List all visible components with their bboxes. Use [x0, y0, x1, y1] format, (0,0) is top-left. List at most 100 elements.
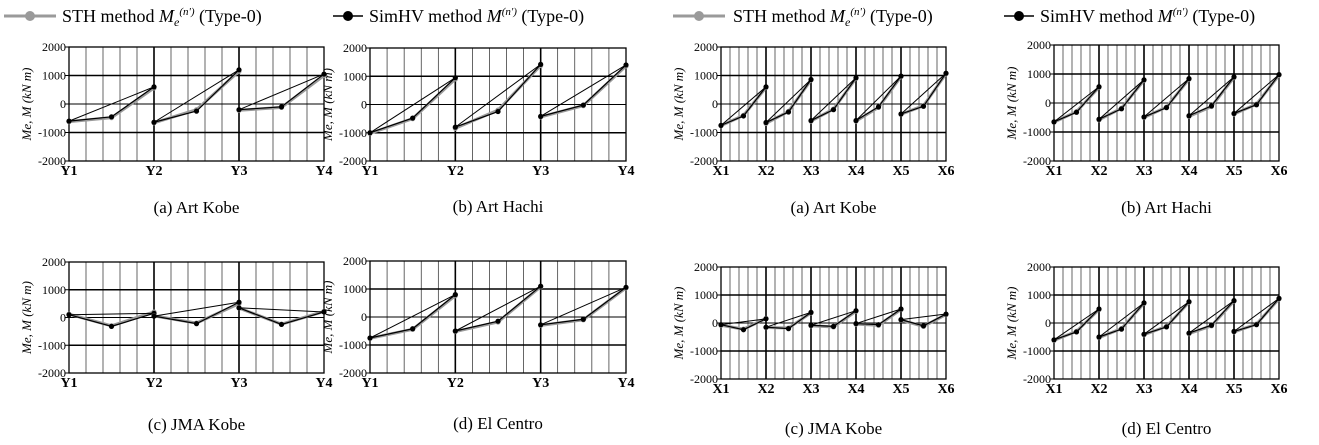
series-simhv-point: [853, 117, 859, 124]
y-tick-label: 0: [712, 316, 718, 330]
y-tick-label: -2000: [339, 366, 367, 380]
x-tick-label: X2: [1090, 382, 1107, 397]
y-tick-label: 2000: [343, 254, 367, 268]
series-simhv-point: [1141, 331, 1147, 337]
series-simhv-point: [623, 284, 629, 290]
series-simhv-point: [1186, 330, 1192, 336]
series-simhv-chord: [765, 311, 812, 328]
legend-label-symbol: M: [158, 6, 175, 26]
series-simhv-point: [278, 321, 285, 328]
series-simhv-point: [1073, 109, 1080, 115]
series-simhv-point: [452, 292, 458, 298]
y-tick-label: -1000: [1023, 125, 1051, 139]
series-simhv-point: [151, 119, 157, 125]
legend-item: SimHV method M(n') (Type-0): [333, 6, 584, 27]
y-tick-label: 1000: [343, 282, 367, 296]
series-simhv-chord: [855, 75, 902, 121]
series-simhv-point: [538, 283, 544, 289]
y-tick-label: -2000: [339, 154, 367, 168]
series-simhv-point: [920, 103, 927, 109]
series-sth-line: [454, 64, 542, 130]
series-simhv-chord: [765, 79, 812, 123]
y-axis-label-text: Me, M (kN m): [671, 287, 686, 361]
x-tick-label: Y4: [617, 376, 634, 391]
series-simhv-point: [1276, 295, 1282, 301]
series-simhv-chord: [1188, 300, 1235, 334]
series-simhv-point: [538, 322, 544, 328]
y-tick-label: 1000: [1027, 288, 1051, 302]
legend-label-sup: (n'): [850, 6, 866, 18]
x-tick-label: X3: [802, 382, 819, 397]
y-axis-label: Me, M (kN m): [19, 281, 34, 355]
series-simhv-point: [623, 62, 629, 68]
legend-label-symbol: M: [486, 6, 503, 26]
y-axis-label: Me, M (kN m): [1004, 67, 1019, 141]
series-simhv-chord: [540, 64, 627, 117]
series-simhv-point: [898, 111, 904, 117]
series-simhv-point: [236, 299, 242, 305]
x-tick-label: X5: [1225, 382, 1242, 397]
series-simhv-point: [108, 114, 115, 120]
legend-symbol-marker: [1014, 11, 1024, 21]
x-tick-label: Y3: [532, 164, 549, 179]
series-sth-line: [153, 70, 241, 125]
series-sth-line: [153, 302, 240, 325]
y-axis-label-text: Me, M (kN m): [671, 68, 686, 142]
x-tick-label: Y3: [230, 164, 247, 179]
y-axis-label-text: Me, M (kN m): [19, 281, 34, 355]
series-simhv-point: [367, 335, 373, 341]
y-tick-label: 0: [361, 98, 367, 112]
series-simhv-point: [193, 321, 200, 327]
series-simhv-chord: [1233, 297, 1280, 332]
x-tick-label: X5: [892, 164, 909, 179]
series-simhv-point: [236, 305, 242, 311]
chart-caption: (d) El Centro: [1122, 419, 1212, 438]
y-axis-label: Me, M (kN m): [320, 68, 335, 142]
series-simhv-point: [538, 61, 544, 67]
series-simhv-point: [830, 323, 837, 329]
series-simhv-point: [410, 115, 416, 121]
series-simhv-point: [1118, 326, 1125, 332]
series-simhv-point: [1096, 334, 1102, 340]
legend-item: STH method Me(n') (Type-0): [673, 6, 933, 29]
y-tick-label: 1000: [42, 283, 66, 297]
y-axis-label: Me, M (kN m): [19, 68, 34, 142]
series-simhv-point: [875, 104, 882, 110]
y-tick-label: -2000: [38, 154, 66, 168]
chart-caption: (a) Art Kobe: [791, 198, 877, 217]
series-simhv-point: [108, 323, 115, 329]
y-tick-label: 2000: [42, 40, 66, 54]
x-tick-label: X2: [757, 164, 774, 179]
y-tick-label: 0: [60, 311, 66, 325]
x-tick-label: Y4: [315, 164, 332, 179]
series-simhv-line: [153, 301, 240, 325]
x-tick-label: Y4: [315, 376, 332, 391]
legend-label-sup: (n'): [179, 6, 195, 18]
series-simhv-chord: [153, 301, 240, 317]
series-simhv-point: [763, 84, 769, 90]
series-simhv-point: [452, 75, 458, 81]
x-tick-label: Y2: [145, 164, 162, 179]
series-simhv-point: [410, 326, 416, 332]
chart-caption: (c) JMA Kobe: [148, 415, 245, 434]
x-tick-label: Y1: [361, 376, 378, 391]
series-simhv-point: [538, 113, 544, 119]
series-simhv-point: [740, 327, 747, 333]
chart-caption: (c) JMA Kobe: [785, 419, 882, 438]
x-tick-label: X3: [1135, 164, 1152, 179]
chart-caption: (a) Art Kobe: [154, 198, 240, 217]
series-simhv-chord: [1098, 79, 1145, 120]
x-tick-label: X4: [1180, 382, 1197, 397]
series-simhv-point: [1186, 113, 1192, 119]
series-simhv-point: [1208, 322, 1215, 328]
series-simhv-chord: [900, 72, 947, 115]
series-simhv-chord: [238, 307, 325, 313]
series-simhv-point: [1141, 300, 1147, 306]
x-tick-label: Y2: [145, 376, 162, 391]
series-simhv-chord: [1143, 301, 1190, 335]
series-simhv-point: [763, 324, 769, 330]
